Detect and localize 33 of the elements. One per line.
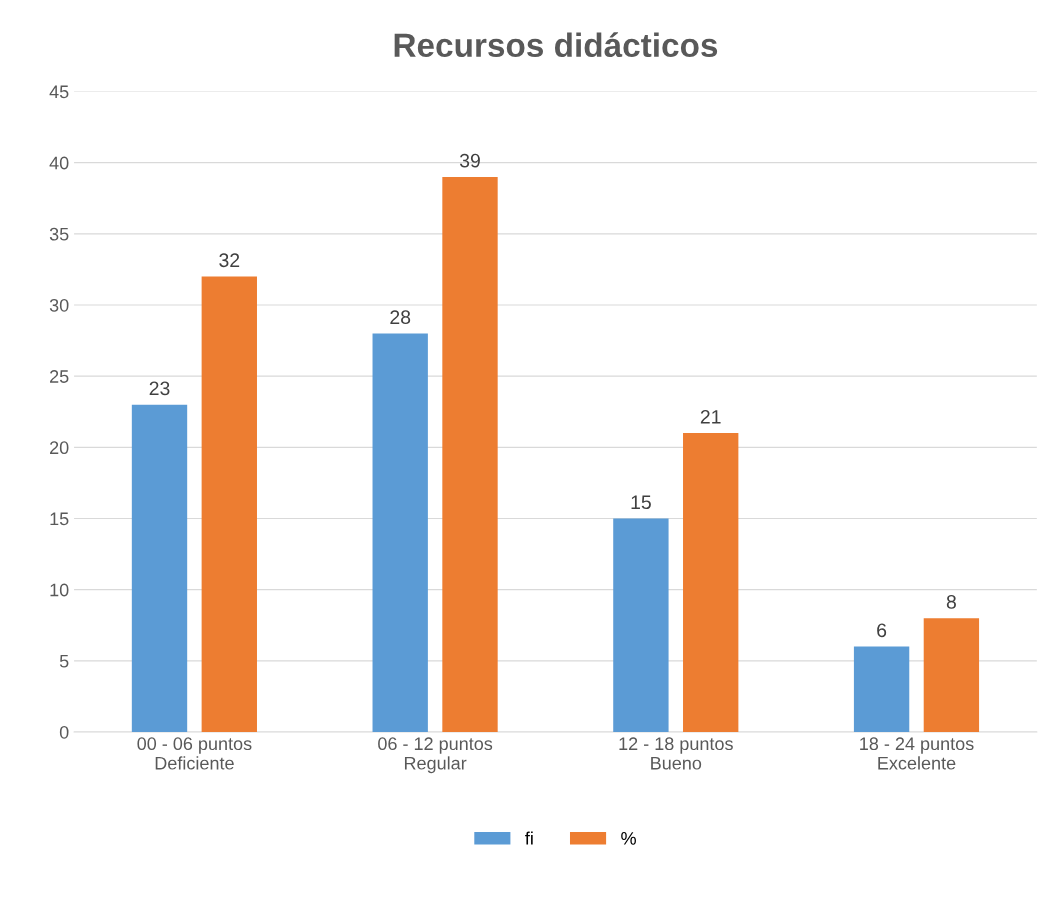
legend-label: fi (525, 831, 533, 845)
data-label: 32 (219, 253, 240, 268)
bar (201, 276, 257, 732)
data-label: 39 (459, 153, 480, 168)
data-label: 6 (877, 623, 887, 638)
legend-label: % (621, 832, 636, 845)
bar (683, 433, 739, 732)
data-label: 15 (631, 495, 651, 510)
y-tick-label: 25 (50, 370, 69, 383)
y-tick-label: 5 (59, 654, 69, 668)
y-tick-label: 35 (49, 227, 69, 241)
y-tick-label: 15 (50, 512, 69, 526)
y-tick-label: 30 (49, 298, 69, 312)
y-tick-label: 0 (59, 725, 69, 739)
y-tick-label: 10 (50, 583, 69, 597)
y-tick-label: 45 (49, 85, 69, 99)
x-tick-label: 00 - 06 puntos Deficiente (137, 737, 252, 770)
data-label: 23 (149, 381, 170, 396)
data-label: 8 (946, 594, 956, 609)
bar (372, 333, 428, 732)
bar (131, 404, 188, 732)
bar (442, 176, 498, 732)
data-label: 21 (700, 409, 721, 424)
y-tick-label: 20 (50, 441, 69, 455)
bar (613, 518, 669, 732)
x-tick-label: 12 - 18 puntos Bueno (619, 737, 733, 770)
bar (853, 646, 910, 732)
y-tick-label: 40 (49, 156, 69, 170)
data-label: 28 (390, 310, 411, 325)
x-tick-label: 18 - 24 puntos Excelente (860, 737, 974, 770)
bar (923, 618, 980, 732)
chart-title: Recursos didácticos (394, 32, 718, 58)
x-tick-label: 06 - 12 puntos Regular (378, 737, 493, 774)
